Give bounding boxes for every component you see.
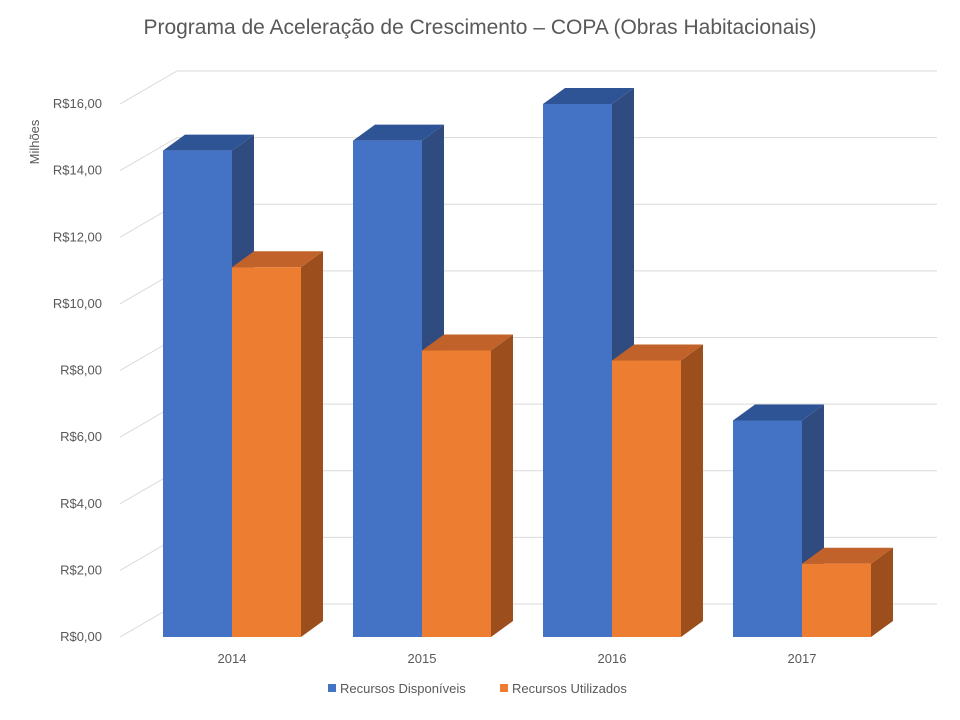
bar xyxy=(612,344,703,637)
y-tick-label: R$2,00 xyxy=(60,562,102,577)
bar-top xyxy=(232,251,323,268)
bar-front xyxy=(802,563,871,637)
bar-top xyxy=(802,547,893,564)
x-axis-ticks: 2014 2015 2016 2017 xyxy=(218,651,817,666)
bar-front xyxy=(612,360,681,637)
bars xyxy=(163,88,893,638)
gridline xyxy=(119,137,937,172)
y-tick-label: R$16,00 xyxy=(53,96,102,111)
bar-top xyxy=(612,344,703,361)
bar-front xyxy=(543,104,612,637)
legend-item: Recursos Disponíveis xyxy=(328,681,466,696)
legend-swatch xyxy=(500,684,508,692)
x-tick-label: 2017 xyxy=(788,651,817,666)
bar-top xyxy=(543,88,634,104)
y-axis-ticks: R$0,00 R$2,00 R$4,00 R$6,00 R$8,00 R$10,00 R$1… xyxy=(53,96,102,644)
bar-top xyxy=(733,404,824,421)
y-tick-label: R$8,00 xyxy=(60,363,102,378)
x-tick-label: 2016 xyxy=(598,651,627,666)
legend-label: Recursos Utilizados xyxy=(512,681,627,696)
y-tick-label: R$6,00 xyxy=(60,429,102,444)
legend-label: Recursos Disponíveis xyxy=(340,681,466,696)
bar xyxy=(802,547,893,637)
y-tick-label: R$12,00 xyxy=(53,229,102,244)
y-tick-label: R$10,00 xyxy=(53,296,102,311)
legend: Recursos Disponíveis Recursos Utilizados xyxy=(328,681,627,696)
y-tick-label: R$14,00 xyxy=(53,163,102,178)
bar-front xyxy=(353,140,422,638)
x-tick-label: 2015 xyxy=(408,651,437,666)
legend-swatch xyxy=(328,684,336,692)
bar-side xyxy=(301,251,323,637)
bar-top xyxy=(422,334,513,351)
legend-item: Recursos Utilizados xyxy=(500,681,627,696)
bar-top xyxy=(353,124,444,141)
gridline xyxy=(119,70,937,105)
bar-front xyxy=(733,420,802,637)
bar-top xyxy=(163,134,254,151)
y-tick-label: R$4,00 xyxy=(60,496,102,511)
bar xyxy=(422,334,513,637)
bar-front xyxy=(422,350,491,637)
y-axis-label: Milhões xyxy=(27,119,42,164)
chart-title: Programa de Aceleração de Crescimento – … xyxy=(143,16,816,39)
y-tick-label: R$0,00 xyxy=(60,629,102,644)
bar xyxy=(232,251,323,637)
bar-side xyxy=(681,344,703,637)
bar-side xyxy=(871,547,893,637)
bar-side xyxy=(491,334,513,637)
x-tick-label: 2014 xyxy=(218,651,247,666)
bar-front xyxy=(232,267,301,637)
bar-front xyxy=(163,150,232,637)
bar xyxy=(733,404,824,637)
